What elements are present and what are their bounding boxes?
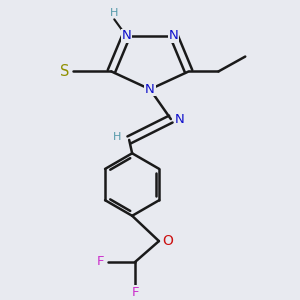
Text: N: N (121, 29, 131, 42)
Text: O: O (162, 234, 173, 248)
Text: H: H (113, 132, 122, 142)
Text: H: H (110, 8, 118, 18)
Text: N: N (175, 112, 184, 126)
Text: F: F (97, 255, 105, 268)
Text: N: N (169, 29, 179, 42)
Text: S: S (61, 64, 70, 79)
Text: N: N (145, 83, 155, 96)
Text: F: F (131, 286, 139, 299)
